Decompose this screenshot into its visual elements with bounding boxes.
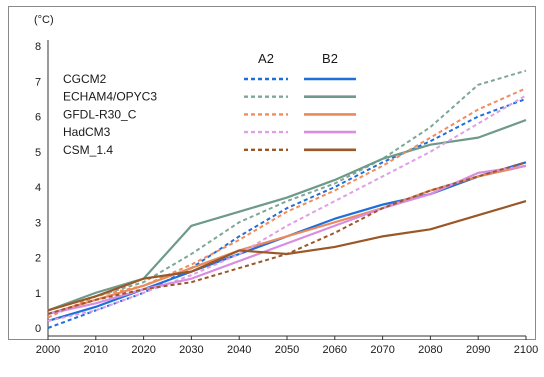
series-line-cgcm2-a2 [47,97,527,329]
legend-label: CSM_1.4 [63,143,113,157]
legend-label: GFDL-R30_C [63,107,137,121]
legend-label: HadCM3 [63,125,111,139]
x-tick-label: 2000 [36,344,60,356]
x-tick-label: 2090 [466,344,490,356]
y-tick-label: 2 [35,253,41,265]
y-axis-unit-label: (°C) [34,14,54,26]
x-tick-label: 2050 [275,344,299,356]
legend-header-b2: B2 [322,51,338,66]
x-tick-label: 2030 [179,344,203,356]
y-tick-label: 5 [35,147,41,159]
series-line-gfdl-r30-c-a2 [47,87,527,319]
x-tick-label: 2020 [131,344,155,356]
series-line-echam4-opyc3-a2 [47,69,527,312]
series-line-hadcm3-b2 [47,164,527,315]
series-line-csm-1-4-b2 [47,200,527,312]
y-tick-label: 7 [35,76,41,88]
legend-label: ECHAM4/OPYC3 [63,90,157,104]
chart-frame [8,6,536,340]
y-tick-label: 6 [35,112,41,124]
ticks: 2000 2010 2020 2030 2040 2050 2060 2070 2080 2090… [35,41,538,356]
x-tick-label: 2100 [514,344,538,356]
x-tick-label: 2040 [227,344,251,356]
y-tick-label: 1 [35,288,41,300]
y-tick-label: 8 [35,41,41,53]
axes [47,40,526,337]
legend-label: CGCM2 [63,72,107,86]
y-tick-label: 0 [35,323,41,335]
x-tick-label: 2060 [323,344,347,356]
legend: A2 B2 CGCM2 ECHAM4/OPYC3 GFDL-R30_C HadCM3 CSM… [63,51,356,157]
series-line-echam4-opyc3-b2 [47,118,527,312]
legend-header-a2: A2 [258,51,274,66]
series-line-gfdl-r30-c-b2 [47,164,527,315]
series-lines [47,69,527,329]
y-tick-label: 4 [35,182,41,194]
x-tick-label: 2080 [418,344,442,356]
x-tick-label: 2070 [370,344,394,356]
x-tick-label: 2010 [84,344,108,356]
y-tick-label: 3 [35,217,41,229]
